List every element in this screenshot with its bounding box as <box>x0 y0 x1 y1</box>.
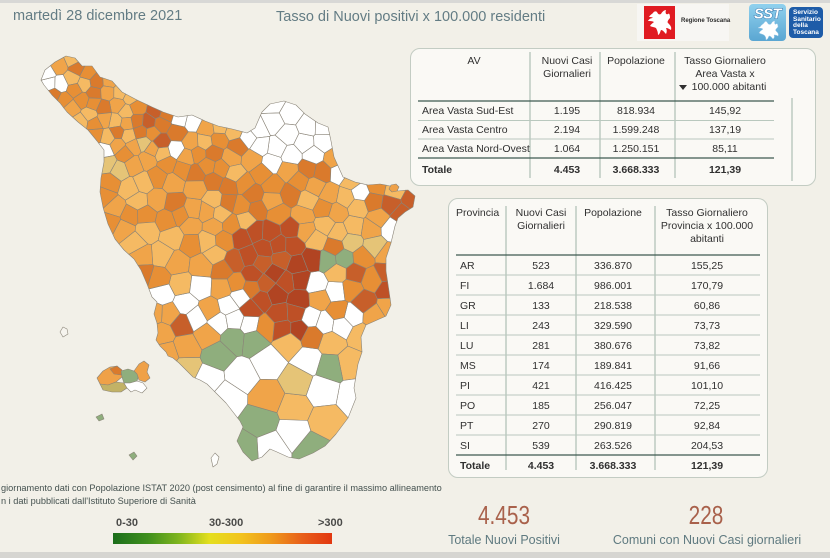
svg-text:189.841: 189.841 <box>594 360 632 372</box>
svg-text:539: 539 <box>532 440 550 452</box>
svg-text:Popolazione: Popolazione <box>584 207 642 219</box>
svg-text:73,82: 73,82 <box>694 340 720 352</box>
svg-text:MS: MS <box>460 360 476 372</box>
svg-text:137,19: 137,19 <box>709 124 741 136</box>
svg-text:1.684: 1.684 <box>528 280 554 292</box>
svg-text:133: 133 <box>532 300 550 312</box>
svg-text:986.001: 986.001 <box>594 280 632 292</box>
svg-text:AV: AV <box>467 55 480 67</box>
svg-text:100.000 abitanti: 100.000 abitanti <box>692 81 767 93</box>
svg-text:Totale: Totale <box>422 164 452 176</box>
svg-text:abitanti: abitanti <box>690 233 724 245</box>
svg-text:101,10: 101,10 <box>691 380 723 392</box>
svg-text:523: 523 <box>532 260 550 272</box>
svg-text:Area Vasta Sud-Est: Area Vasta Sud-Est <box>422 105 514 117</box>
svg-text:SST: SST <box>754 7 783 23</box>
svg-text:256.047: 256.047 <box>594 400 632 412</box>
svg-text:2.194: 2.194 <box>554 124 580 136</box>
svg-text:FI: FI <box>460 280 469 292</box>
svg-text:85,11: 85,11 <box>712 143 738 155</box>
svg-text:PI: PI <box>460 380 470 392</box>
svg-text:Nuovi Casi: Nuovi Casi <box>542 55 593 67</box>
svg-text:421: 421 <box>532 380 550 392</box>
svg-text:185: 185 <box>532 400 550 412</box>
svg-text:4.453: 4.453 <box>528 460 554 472</box>
svg-text:416.425: 416.425 <box>594 380 632 392</box>
svg-text:Totale: Totale <box>460 460 490 472</box>
svg-text:Provincia: Provincia <box>456 207 499 219</box>
svg-text:Provincia x 100.000: Provincia x 100.000 <box>661 220 753 232</box>
svg-text:Giornalieri: Giornalieri <box>517 220 565 232</box>
svg-text:145,92: 145,92 <box>709 105 741 117</box>
svg-text:121,39: 121,39 <box>691 460 723 472</box>
svg-text:380.676: 380.676 <box>594 340 632 352</box>
svg-text:60,86: 60,86 <box>694 300 720 312</box>
svg-text:281: 281 <box>532 340 550 352</box>
svg-text:1.064: 1.064 <box>554 143 580 155</box>
svg-text:Nuovi Casi: Nuovi Casi <box>516 207 567 219</box>
svg-text:170,79: 170,79 <box>691 280 723 292</box>
svg-text:72,25: 72,25 <box>694 400 720 412</box>
svg-text:204,53: 204,53 <box>691 440 723 452</box>
svg-text:AR: AR <box>460 260 475 272</box>
svg-text:SI: SI <box>460 440 470 452</box>
svg-text:121,39: 121,39 <box>709 164 741 176</box>
svg-text:Area Vasta Centro: Area Vasta Centro <box>422 124 508 136</box>
svg-text:LU: LU <box>460 340 473 352</box>
svg-text:270: 270 <box>532 420 550 432</box>
svg-text:91,66: 91,66 <box>694 360 720 372</box>
svg-text:GR: GR <box>460 300 476 312</box>
svg-text:4.453: 4.453 <box>554 164 580 176</box>
svg-text:263.526: 263.526 <box>594 440 632 452</box>
svg-text:1.599.248: 1.599.248 <box>613 124 660 136</box>
svg-text:Tasso Giornaliero: Tasso Giornaliero <box>666 207 748 219</box>
svg-text:243: 243 <box>532 320 550 332</box>
svg-text:3.668.333: 3.668.333 <box>590 460 637 472</box>
svg-text:1.195: 1.195 <box>554 105 580 117</box>
svg-text:218.538: 218.538 <box>594 300 632 312</box>
svg-text:155,25: 155,25 <box>691 260 723 272</box>
svg-text:336.870: 336.870 <box>594 260 632 272</box>
svg-text:174: 174 <box>532 360 550 372</box>
svg-text:Tasso Giornaliero: Tasso Giornaliero <box>684 55 766 67</box>
svg-text:Area Vasta Nord-Ovest: Area Vasta Nord-Ovest <box>422 143 530 155</box>
svg-text:Giornalieri: Giornalieri <box>543 68 591 80</box>
svg-text:PT: PT <box>460 420 474 432</box>
svg-text:1.250.151: 1.250.151 <box>613 143 660 155</box>
svg-text:329.590: 329.590 <box>594 320 632 332</box>
svg-text:PO: PO <box>460 400 475 412</box>
svg-text:LI: LI <box>460 320 469 332</box>
svg-text:Popolazione: Popolazione <box>607 55 665 67</box>
svg-text:290.819: 290.819 <box>594 420 632 432</box>
svg-text:Area Vasta x: Area Vasta x <box>695 68 755 80</box>
svg-text:92,84: 92,84 <box>694 420 720 432</box>
svg-text:73,73: 73,73 <box>694 320 720 332</box>
svg-text:818.934: 818.934 <box>617 105 655 117</box>
svg-text:3.668.333: 3.668.333 <box>613 164 660 176</box>
